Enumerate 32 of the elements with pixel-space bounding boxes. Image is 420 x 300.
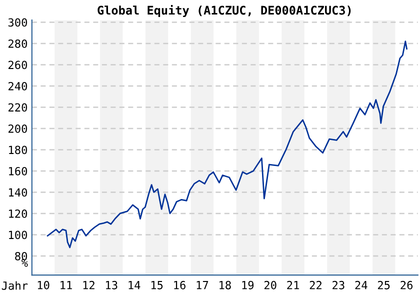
- x-tick-label: 18: [220, 280, 231, 290]
- x-tick-label: 20: [264, 280, 276, 290]
- y-tick-label: 140: [9, 188, 28, 197]
- y-tick-label: 280: [8, 39, 28, 48]
- x-tick-label: 14: [128, 281, 140, 290]
- x-tick-label: 19: [242, 280, 254, 290]
- x-tick-label: 17: [196, 281, 208, 290]
- y-tick-label: 300: [8, 18, 28, 27]
- x-tick-label: 11: [60, 281, 72, 290]
- x-tick-label: 22: [310, 280, 322, 290]
- y-tick-label: 220: [8, 103, 28, 112]
- y-tick-label: 100: [9, 230, 28, 240]
- y-tick-label: 260: [8, 60, 28, 70]
- x-tick-label: 24: [355, 280, 368, 290]
- x-tick-label: 10: [38, 280, 50, 290]
- x-axis-title: Jahr: [2, 281, 28, 290]
- y-tick-label: 120: [9, 209, 28, 218]
- x-tick-label: 25: [378, 280, 390, 290]
- y-tick-label: 200: [8, 124, 28, 133]
- y-tick-label: 180: [9, 146, 28, 154]
- x-tick-label: 21: [287, 280, 299, 290]
- y-tick-label: 160: [9, 166, 28, 176]
- x-tick-label: 26: [400, 280, 413, 290]
- x-tick-label: 12: [83, 280, 94, 290]
- y-tick-label: 80: [15, 252, 28, 260]
- y-tick-label: 240: [8, 82, 28, 90]
- line-series: [46, 40, 408, 248]
- x-tick-label: 23: [332, 280, 344, 290]
- x-tick-label: 13: [106, 280, 118, 290]
- x-tick-label: 15: [151, 281, 163, 290]
- chart-title: Global Equity (A1CZUC, DE000A1CZUC3): [98, 4, 351, 17]
- x-tick-label: 16: [174, 280, 186, 290]
